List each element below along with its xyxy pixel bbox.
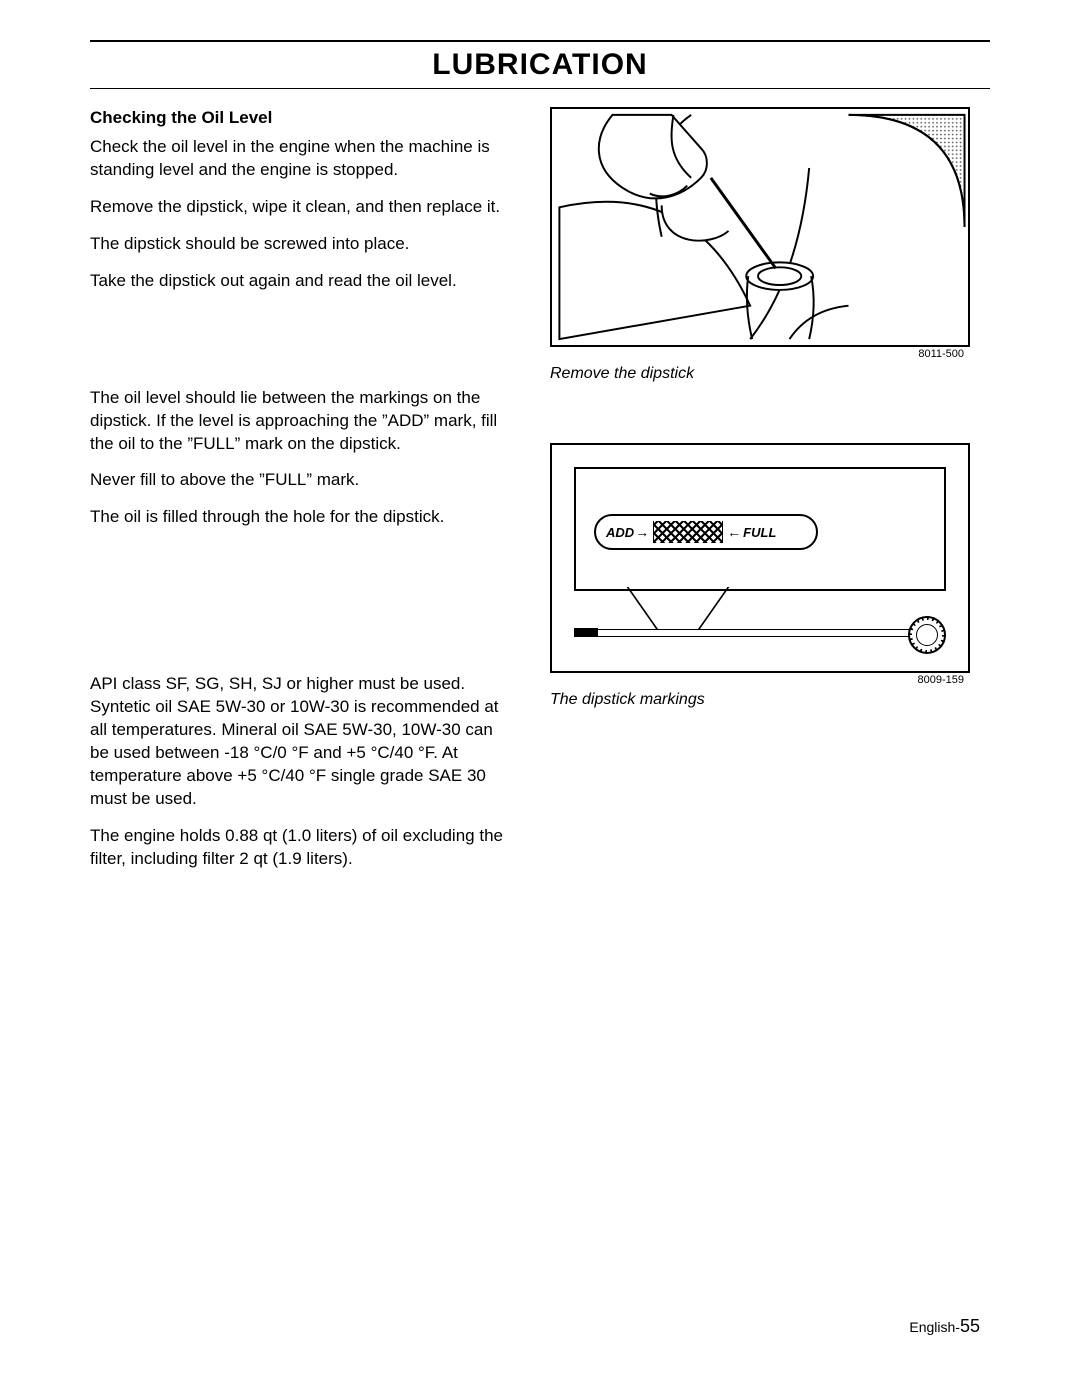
paragraph: Remove the dipstick, wipe it clean, and … <box>90 196 510 219</box>
dipstick-rod <box>574 629 912 637</box>
dipstick-detail-box: ADD → ← FULL <box>574 467 946 591</box>
figure-column: 8011-500 Remove the dipstick ADD → ← FUL… <box>550 107 970 885</box>
dipstick-removal-illustration <box>552 109 968 345</box>
paragraph: The oil is filled through the hole for t… <box>90 506 510 529</box>
figure-id: 8009-159 <box>918 674 965 686</box>
dipstick-tip <box>574 628 598 636</box>
dipstick-marking-oval: ADD → ← FULL <box>594 514 818 550</box>
add-label: ADD <box>606 525 634 540</box>
figure-remove-dipstick: 8011-500 <box>550 107 970 347</box>
cap-ridges <box>908 616 946 654</box>
paragraph: Check the oil level in the engine when t… <box>90 136 510 182</box>
figure-caption: The dipstick markings <box>550 691 970 709</box>
dipstick-cap <box>908 616 946 654</box>
figure-dipstick-markings: ADD → ← FULL 8009-159 <box>550 443 970 673</box>
figure-id: 8011-500 <box>918 348 964 360</box>
paragraph: API class SF, SG, SH, SJ or higher must … <box>90 673 510 811</box>
manual-page: LUBRICATION Checking the Oil Level Check… <box>0 0 1080 1397</box>
spacer <box>90 307 510 387</box>
callout-line <box>627 587 660 631</box>
page-footer: English-55 <box>909 1316 980 1337</box>
spacer <box>90 543 510 673</box>
paragraph: Never fill to above the ”FULL” mark. <box>90 469 510 492</box>
paragraph: The engine holds 0.88 qt (1.0 liters) of… <box>90 825 510 871</box>
section-heading: Checking the Oil Level <box>90 107 510 130</box>
hatch-range <box>653 521 723 543</box>
callout-line <box>697 587 730 631</box>
paragraph: Take the dipstick out again and read the… <box>90 270 510 293</box>
arrow-right-icon: → <box>635 524 649 540</box>
rule-top <box>90 40 990 42</box>
footer-page-number: 55 <box>960 1316 980 1336</box>
figure-caption: Remove the dipstick <box>550 365 970 383</box>
text-column: Checking the Oil Level Check the oil lev… <box>90 107 510 885</box>
page-title: LUBRICATION <box>90 48 990 82</box>
arrow-left-icon: ← <box>727 524 741 540</box>
rule-bottom <box>90 88 990 89</box>
footer-language: English- <box>909 1319 960 1335</box>
paragraph: The dipstick should be screwed into plac… <box>90 233 510 256</box>
full-label: FULL <box>743 525 776 540</box>
content-columns: Checking the Oil Level Check the oil lev… <box>90 107 990 885</box>
paragraph: The oil level should lie between the mar… <box>90 387 510 456</box>
